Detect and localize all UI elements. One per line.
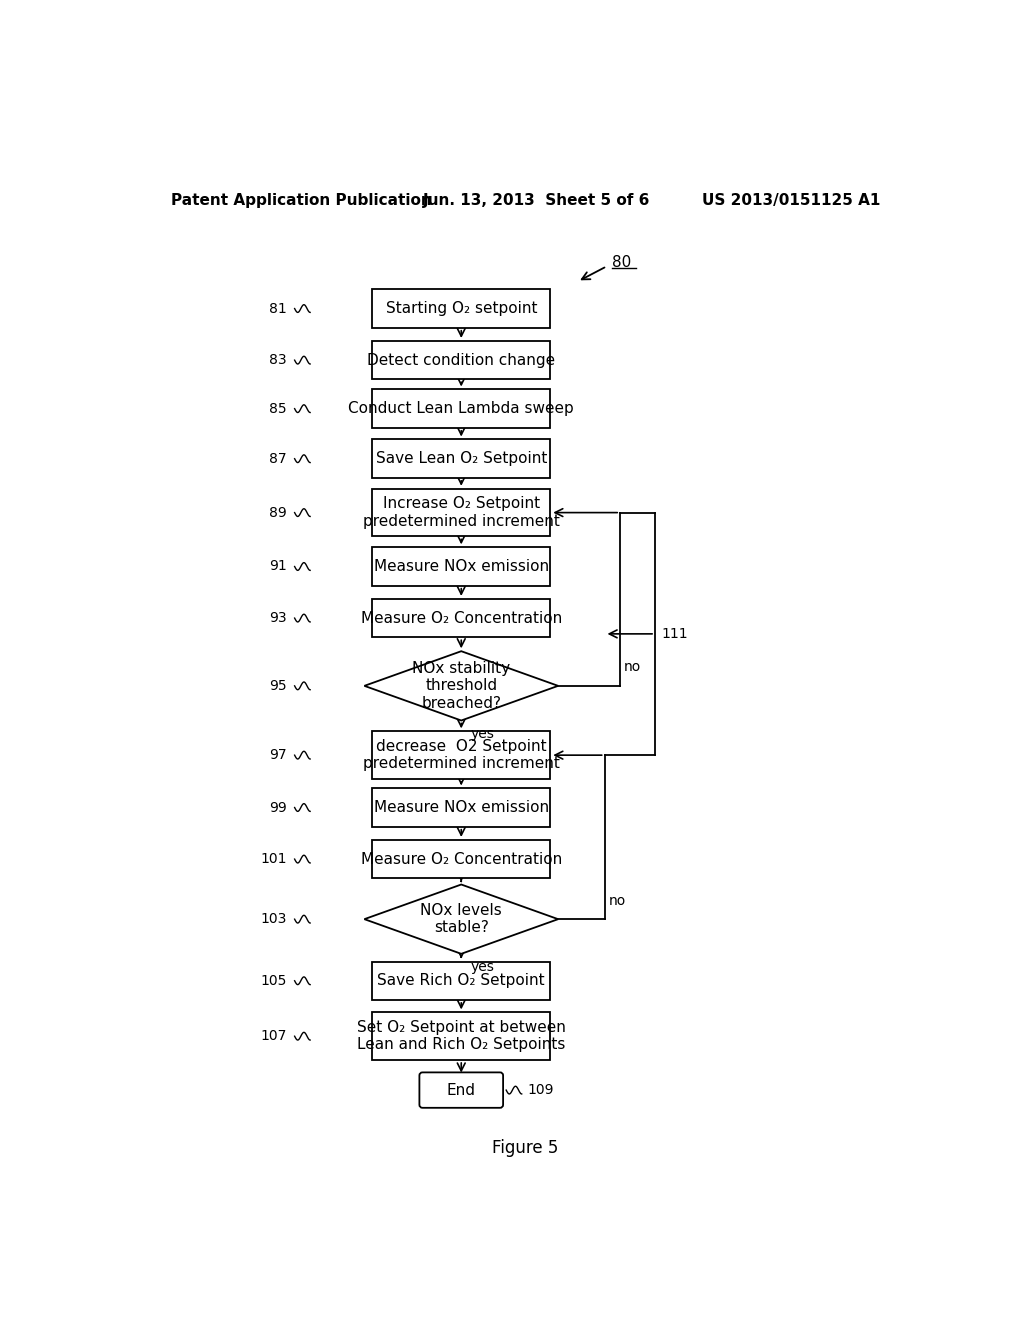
Text: no: no [608,894,626,908]
Text: Detect condition change: Detect condition change [368,352,555,368]
Text: 101: 101 [260,853,287,866]
FancyBboxPatch shape [372,840,550,878]
Text: 103: 103 [260,912,287,927]
FancyBboxPatch shape [420,1072,503,1107]
Text: Increase O₂ Setpoint
predetermined increment: Increase O₂ Setpoint predetermined incre… [362,496,560,529]
Text: Save Rich O₂ Setpoint: Save Rich O₂ Setpoint [378,973,545,989]
Text: Measure O₂ Concentration: Measure O₂ Concentration [360,851,562,867]
Text: 83: 83 [269,354,287,367]
Text: 81: 81 [269,301,287,315]
Text: no: no [624,660,641,675]
Text: End: End [446,1082,476,1098]
Text: Measure NOx emission: Measure NOx emission [374,558,549,574]
Text: NOx levels
stable?: NOx levels stable? [421,903,502,936]
Text: Jun. 13, 2013  Sheet 5 of 6: Jun. 13, 2013 Sheet 5 of 6 [423,193,650,209]
Text: Measure NOx emission: Measure NOx emission [374,800,549,814]
FancyBboxPatch shape [372,488,550,536]
Text: 85: 85 [269,401,287,416]
Text: yes: yes [471,726,495,741]
Text: yes: yes [471,960,495,974]
FancyBboxPatch shape [372,548,550,586]
FancyBboxPatch shape [372,289,550,327]
FancyBboxPatch shape [372,788,550,826]
Text: Starting O₂ setpoint: Starting O₂ setpoint [385,301,537,315]
Text: 111: 111 [662,627,688,642]
FancyBboxPatch shape [372,599,550,638]
Polygon shape [365,884,558,954]
Polygon shape [365,651,558,721]
Text: Measure O₂ Concentration: Measure O₂ Concentration [360,611,562,626]
Text: 109: 109 [527,1084,554,1097]
Text: NOx stability
threshold
breached?: NOx stability threshold breached? [413,661,510,710]
Text: 80: 80 [612,255,632,269]
FancyBboxPatch shape [372,731,550,779]
Text: 91: 91 [269,560,287,573]
Text: Figure 5: Figure 5 [492,1139,558,1156]
FancyBboxPatch shape [372,341,550,379]
FancyBboxPatch shape [372,1012,550,1060]
FancyBboxPatch shape [372,961,550,1001]
Text: 87: 87 [269,451,287,466]
Text: 89: 89 [269,506,287,520]
Text: 105: 105 [260,974,287,987]
Text: 93: 93 [269,611,287,626]
Text: US 2013/0151125 A1: US 2013/0151125 A1 [701,193,880,209]
Text: decrease  O2 Setpoint
predetermined increment: decrease O2 Setpoint predetermined incre… [362,739,560,771]
Text: Save Lean O₂ Setpoint: Save Lean O₂ Setpoint [376,451,547,466]
Text: 95: 95 [269,678,287,693]
Text: Conduct Lean Lambda sweep: Conduct Lean Lambda sweep [348,401,574,416]
Text: 99: 99 [269,800,287,814]
FancyBboxPatch shape [372,440,550,478]
Text: Patent Application Publication: Patent Application Publication [171,193,431,209]
Text: 107: 107 [260,1030,287,1043]
Text: 97: 97 [269,748,287,762]
FancyBboxPatch shape [372,389,550,428]
Text: Set O₂ Setpoint at between
Lean and Rich O₂ Setpoints: Set O₂ Setpoint at between Lean and Rich… [356,1020,565,1052]
